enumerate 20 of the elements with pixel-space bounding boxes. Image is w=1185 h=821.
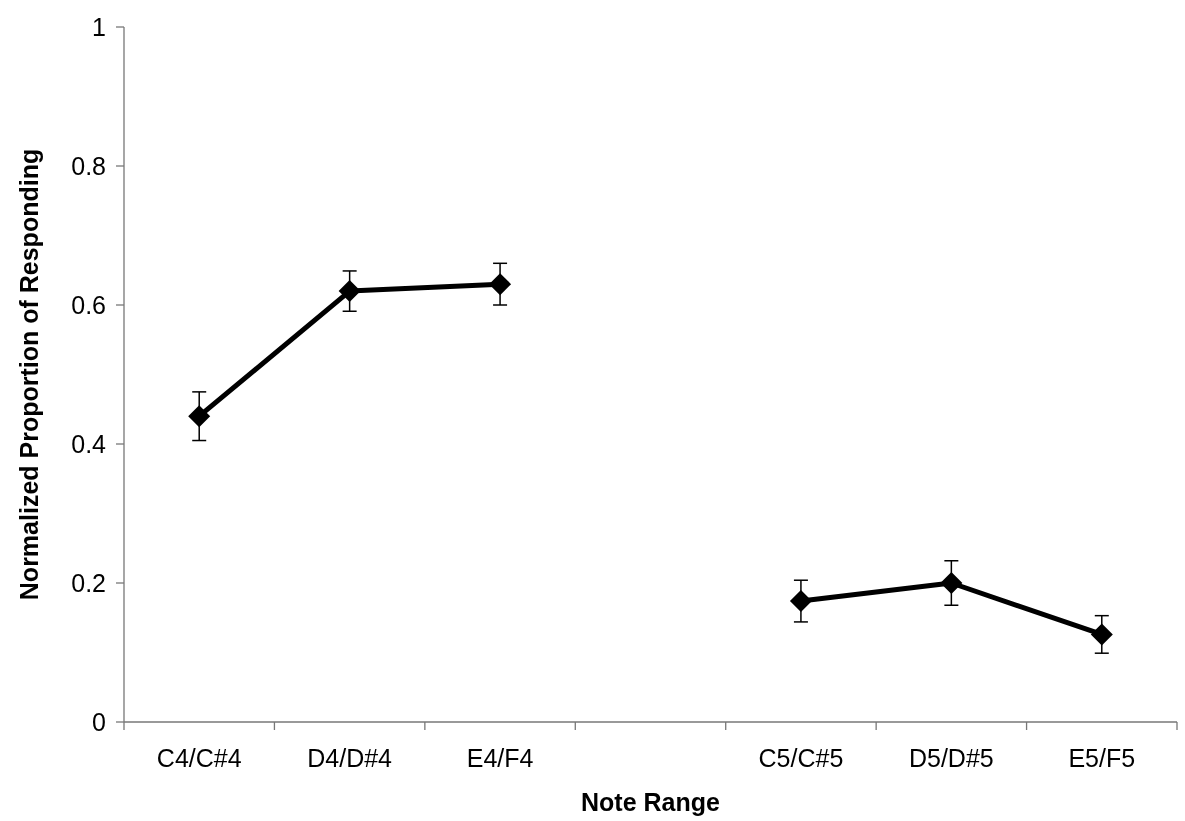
y-tick-label: 1	[92, 12, 106, 41]
x-tick-label: D5/D#5	[908, 744, 994, 772]
x-axis-title: Note Range	[581, 788, 721, 816]
point	[1090, 623, 1113, 646]
y-tick-label: 0.6	[71, 290, 106, 319]
x-tick-label: E4/F4	[466, 744, 534, 772]
y-tick-label: 0	[92, 707, 106, 736]
point	[789, 590, 812, 613]
point	[188, 405, 211, 428]
point	[489, 273, 512, 296]
x-tick-label: C5/C#5	[758, 744, 844, 772]
point	[940, 572, 963, 594]
point	[338, 280, 361, 303]
x-tick-label: E5/F5	[1068, 744, 1136, 772]
y-tick-label: 0.8	[71, 151, 106, 180]
x-tick-label: C4/C#4	[156, 744, 242, 772]
y-axis-title: Normalized Proportion of Responding	[15, 148, 43, 601]
x-tick-label: D4/D#4	[307, 744, 393, 772]
y-tick-label: 0.2	[71, 568, 106, 597]
y-tick-label: 0.4	[71, 429, 107, 458]
